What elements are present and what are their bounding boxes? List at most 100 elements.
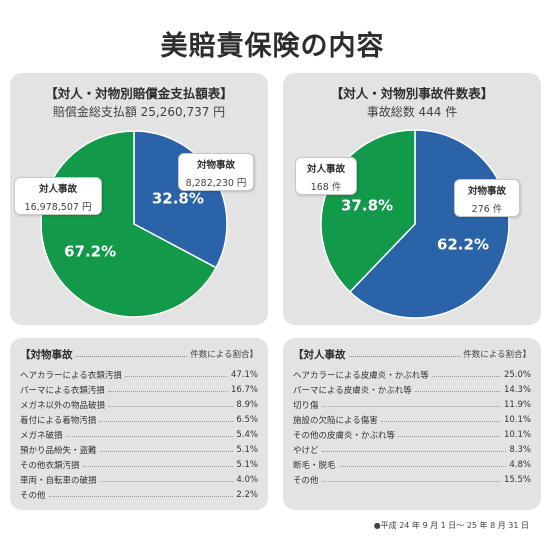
leader-dots: [107, 387, 228, 392]
list-header: 【対人事故 件数による割合】: [293, 347, 531, 361]
leader-dots: [321, 477, 501, 482]
list-item: パーマによる皮膚炎・かぶれ等 14.3%: [293, 382, 531, 397]
list-item-value: 5.4%: [236, 429, 258, 440]
list-item: その他 15.5%: [293, 472, 531, 487]
callout-label: 対人事故: [306, 164, 345, 175]
list-item: メガネ破損 5.4%: [20, 427, 258, 442]
page-title: 美賠責保険の内容: [160, 31, 385, 62]
callout-label: 対物事故: [467, 186, 506, 197]
leader-dots: [124, 372, 228, 377]
leader-dots: [99, 417, 234, 422]
list-item-value: 5.1%: [236, 459, 258, 470]
leader-dots: [48, 492, 234, 497]
list-item-label: 着付による着物汚損: [20, 415, 97, 426]
chart-panel-payment: 【対人・対物別賠償金支払額表】 賠償金総支払額 25,260,737 円 32.…: [10, 73, 268, 325]
list-item-value: 47.1%: [230, 369, 258, 380]
chart-subtitle-payment: 賠償金総支払額 25,260,737 円: [52, 105, 226, 119]
chart-subtitle-accidents: 事故総数 444 件: [366, 105, 458, 119]
leader-dots: [348, 351, 461, 357]
callout-value: 16,978,507 円: [24, 202, 92, 213]
list-item-value: 10.1%: [503, 429, 531, 440]
list-item-value: 4.0%: [236, 474, 258, 485]
leader-dots: [321, 447, 507, 452]
list-item: パーマによる衣類汚損 16.7%: [20, 382, 258, 397]
list-item: ヘアカラーによる衣類汚損 47.1%: [20, 367, 258, 382]
list-item-label: 預かり品紛失・盗難: [20, 445, 97, 456]
list-item: その他の皮膚炎・かぶれ等 10.1%: [293, 427, 531, 442]
callout-value: 8,282,230 円: [185, 178, 247, 189]
list-item-label: 断毛・脱毛: [293, 460, 336, 471]
list-item-label: やけど: [293, 445, 319, 456]
pie-slice-percent: 62.2%: [437, 235, 489, 253]
list-item-label: その他の皮膚炎・かぶれ等: [293, 430, 396, 441]
list-item-value: 4.8%: [509, 459, 531, 470]
list-item-label: 切り傷: [293, 400, 319, 411]
list-item: その他 2.2%: [20, 487, 258, 502]
list-item-label: その他: [20, 490, 46, 501]
list-item: 施設の欠陥による傷害 10.1%: [293, 412, 531, 427]
leader-dots: [380, 417, 501, 422]
chart-title-accidents: 【対人・対物別事故件数表】: [330, 86, 494, 101]
list-item-value: 5.1%: [236, 444, 258, 455]
list-item: その他衣類汚損 5.1%: [20, 457, 258, 472]
list-title: 【対人事故: [293, 348, 346, 361]
period-footnote: ●平成 24 年 9 月 1 日～ 25 年 8 月 31 日: [373, 521, 529, 530]
list-item-value: 6.5%: [236, 414, 258, 425]
leader-dots: [65, 432, 234, 437]
leader-dots: [398, 432, 501, 437]
callout-property-accidents: 対物事故 276 件: [454, 179, 520, 217]
list-item-value: 10.1%: [503, 414, 531, 425]
list-item-value: 15.5%: [503, 474, 531, 485]
list-item-value: 16.7%: [230, 384, 258, 395]
list-item-label: 車両・自転車の破損: [20, 475, 97, 486]
list-item: 断毛・脱毛 4.8%: [293, 457, 531, 472]
list-rows-injury: ヘアカラーによる皮膚炎・かぶれ等 25.0% パーマによる皮膚炎・かぶれ等 14.3%…: [293, 367, 531, 487]
pie-slice-percent: 67.2%: [64, 242, 116, 260]
list-panel-property: 【対物事故 件数による割合】 ヘアカラーによる衣類汚損 47.1% パーマによる衣類…: [10, 338, 268, 510]
leader-dots: [414, 387, 501, 392]
callout-value: 168 件: [310, 182, 342, 193]
list-item-label: その他衣類汚損: [20, 460, 80, 471]
list-note: 件数による割合】: [463, 350, 531, 360]
pie-slice-percent: 32.8%: [152, 190, 204, 208]
list-item-value: 8.3%: [509, 444, 531, 455]
list-item-label: メガネ以外の物品破損: [20, 400, 106, 411]
leader-dots: [108, 402, 234, 407]
callout-label: 対物事故: [196, 160, 235, 171]
callout-injury-accidents: 対人事故 168 件: [295, 157, 357, 195]
list-panel-injury: 【対人事故 件数による割合】 ヘアカラーによる皮膚炎・かぶれ等 25.0% パーマに…: [283, 338, 541, 510]
leader-dots: [99, 447, 234, 452]
leader-dots: [75, 351, 188, 357]
chart-panel-accidents: 【対人・対物別事故件数表】 事故総数 444 件 62.2% 37.8% 対人事故…: [283, 73, 541, 325]
list-item: メガネ以外の物品破損 8.9%: [20, 397, 258, 412]
leader-dots: [82, 462, 234, 467]
list-item: 車両・自転車の破損 4.0%: [20, 472, 258, 487]
leader-dots: [99, 477, 234, 482]
chart-title-payment: 【対人・対物別賠償金支払額表】: [45, 86, 233, 101]
list-title: 【対物事故: [20, 348, 73, 361]
list-item: 着付による着物汚損 6.5%: [20, 412, 258, 427]
list-item-value: 2.2%: [236, 489, 258, 500]
list-item-label: パーマによる皮膚炎・かぶれ等: [293, 385, 412, 396]
list-item-value: 11.9%: [503, 399, 531, 410]
list-item-label: メガネ破損: [20, 430, 63, 441]
list-item-value: 14.3%: [503, 384, 531, 395]
leader-dots: [338, 462, 507, 467]
list-item: やけど 8.3%: [293, 442, 531, 457]
list-item-label: その他: [293, 475, 319, 486]
list-item-label: ヘアカラーによる衣類汚損: [20, 370, 122, 381]
list-item-label: 施設の欠陥による傷害: [293, 415, 378, 426]
callout-injury-payment: 対人事故 16,978,507 円: [14, 177, 102, 215]
list-rows-property: ヘアカラーによる衣類汚損 47.1% パーマによる衣類汚損 16.7% メガネ以外の物品…: [20, 367, 258, 502]
list-item-value: 8.9%: [236, 399, 258, 410]
list-item: 預かり品紛失・盗難 5.1%: [20, 442, 258, 457]
list-item-label: ヘアカラーによる皮膚炎・かぶれ等: [293, 370, 429, 381]
callout-label: 対人事故: [38, 184, 77, 195]
list-item: ヘアカラーによる皮膚炎・かぶれ等 25.0%: [293, 367, 531, 382]
pie-slice-percent: 37.8%: [341, 197, 393, 215]
pie-slice: [348, 129, 510, 319]
list-item: 切り傷 11.9%: [293, 397, 531, 412]
callout-property-payment: 対物事故 8,282,230 円: [178, 153, 254, 191]
list-item-value: 25.0%: [503, 369, 531, 380]
list-item-label: パーマによる衣類汚損: [20, 385, 105, 396]
